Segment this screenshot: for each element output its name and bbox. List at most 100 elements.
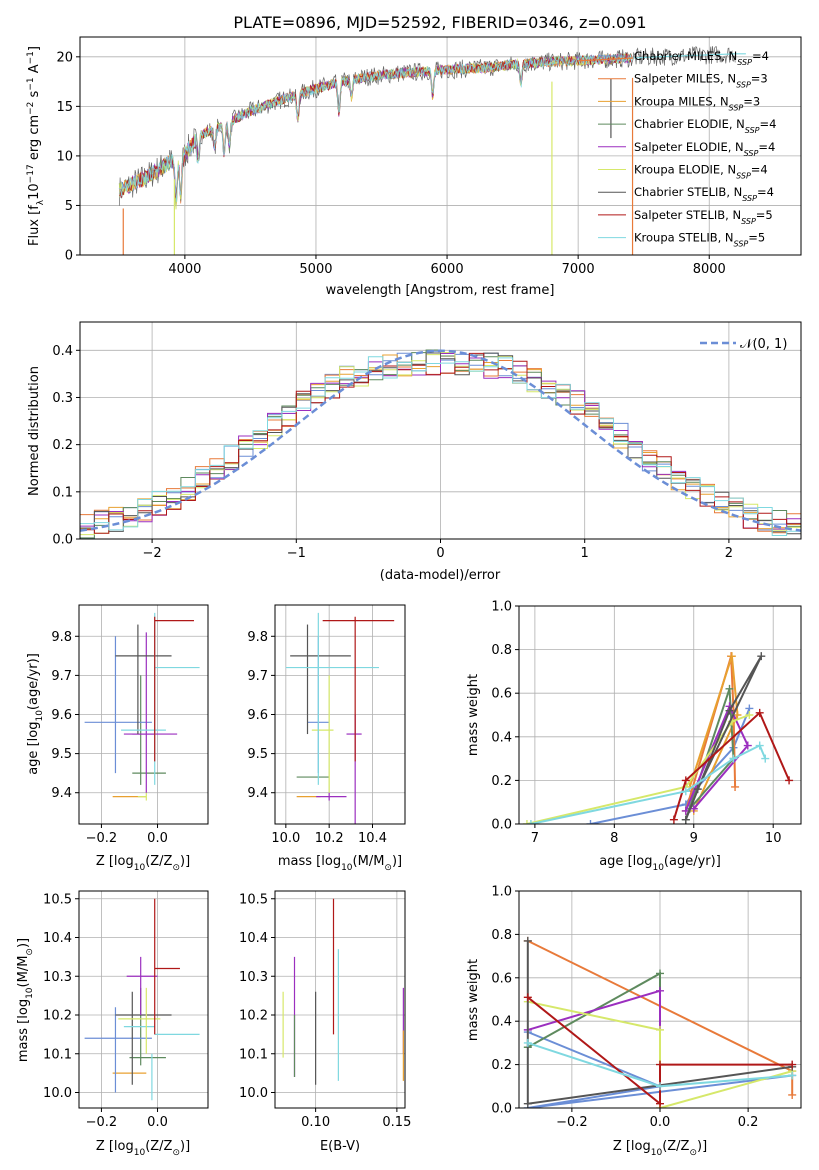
legend-label: Kroupa STELIB, N (634, 231, 734, 245)
mass-ebv-xlabel: E(B-V) (320, 1139, 360, 1154)
weight-marker (788, 1060, 797, 1069)
y-tick-label: 10.4 (239, 931, 268, 946)
y-tick-label: 0.3 (52, 391, 73, 406)
normal-reference-curve (80, 349, 801, 532)
y-tick-label: 0.0 (491, 1102, 512, 1117)
spectrum-frame (79, 36, 802, 256)
y-tick-label: 10.3 (43, 970, 72, 985)
y-tick-label: 20 (56, 50, 73, 65)
legend-subscript: SSP (736, 80, 751, 89)
weight-marker (681, 787, 690, 796)
y-tick-label: 9.8 (247, 630, 268, 645)
weight-marker (656, 1082, 664, 1091)
spectrum-ylabel-part: −1 (26, 77, 36, 90)
mass-z-xlabel: Z [log10(Z/Z⊙)] (96, 1139, 190, 1158)
x-tick-label: 10 (765, 831, 782, 846)
mass-z-xlabel-part: )] (180, 1139, 190, 1154)
mass-z-ylabel-part: ⊙ (25, 948, 35, 956)
x-tick-label: 7 (531, 831, 539, 846)
x-tick-label: −1 (287, 546, 306, 561)
age-mass-xlabel-part: )] (392, 854, 402, 869)
legend-subscript: SSP (745, 126, 760, 135)
weight-marker (755, 708, 764, 717)
weight-series (527, 971, 661, 1087)
legend-subscript: SSP (734, 239, 749, 248)
x-tick-label: 10.0 (271, 831, 300, 846)
weight-marker (523, 1099, 532, 1108)
x-tick-label: 0.0 (147, 831, 168, 846)
y-tick-label: 0.0 (491, 818, 512, 833)
y-tick-label: 9.8 (51, 630, 72, 645)
age-vs-mass-points (285, 612, 395, 824)
weight-marker (785, 776, 794, 785)
y-tick-label: 1.0 (491, 600, 512, 615)
age-z-xlabel-part: Z [log (96, 854, 134, 869)
mass-vs-EBV-frame (274, 890, 406, 1109)
y-tick-label: 9.6 (51, 708, 72, 723)
y-tick-label: 0.8 (491, 643, 512, 658)
mass-z-xlabel-part: 10 (134, 1148, 146, 1158)
weight-marker (522, 820, 531, 824)
weight-z-xlabel-part: (Z/Z (662, 1139, 689, 1154)
model-curve (633, 53, 746, 59)
x-tick-label: 5000 (299, 262, 332, 277)
weight-marker (731, 782, 740, 791)
legend-count: =3 (743, 94, 760, 108)
weight-marker (745, 711, 754, 719)
weight-marker (523, 993, 532, 1002)
legend-entry: Salpeter STELIB, NSSP=5 (634, 208, 773, 226)
age-z-xlabel-part: (Z/Z (145, 854, 172, 869)
y-tick-label: 0.1 (52, 485, 73, 500)
y-tick-label: 9.5 (51, 747, 72, 762)
weight-z-xlabel-part: 10 (651, 1148, 663, 1158)
spectrum-ylabel-part: s (27, 90, 42, 101)
spectrum-ylabel: Flux [fλ10−17 erg cm−2 s−1 A−1] (26, 46, 46, 246)
x-tick-label: 0.15 (382, 1115, 411, 1130)
weight-series (684, 703, 749, 812)
y-tick-label: 10.0 (43, 1086, 72, 1101)
y-tick-label: 0.4 (52, 344, 73, 359)
y-tick-label: 0.4 (491, 730, 512, 745)
residual-histogram (80, 352, 801, 539)
age-z-xlabel-part: )] (180, 854, 190, 869)
weight-marker (526, 820, 535, 824)
weight-marker (656, 1099, 664, 1108)
y-tick-label: 9.4 (247, 786, 268, 801)
y-tick-label: 0.2 (491, 1058, 512, 1073)
x-tick-label: 10.2 (315, 831, 344, 846)
mass-vs-Z-points (84, 898, 200, 1101)
mass-z-ylabel-part: 10 (25, 987, 35, 999)
weight-series (684, 655, 737, 812)
age-vs-Z-points (84, 612, 200, 801)
y-tick-label: 0.2 (52, 438, 73, 453)
y-tick-label: 10.1 (43, 1047, 72, 1062)
spectrum-ylabel-part: −2 (26, 102, 36, 115)
residual-histograms (80, 349, 801, 539)
age-z-xlabel: Z [log10(Z/Z⊙)] (96, 854, 190, 873)
mass-z-xlabel-part: (Z/Z (145, 1139, 172, 1154)
spectrum-ylabel-part: λ (36, 199, 46, 205)
spectrum-ylabel-part: A (27, 64, 42, 77)
weight-marker (656, 1060, 664, 1069)
mass-weight-vs-Z-lines (523, 936, 797, 1108)
weight-marker (788, 1090, 797, 1099)
spectrum-lines (118, 46, 746, 255)
legend-count: =5 (756, 208, 773, 222)
legend-entry: Chabrier ELODIE, NSSP=4 (634, 117, 776, 135)
spectrum-ylabel-part: Flux [f (27, 205, 42, 246)
spectrum-ylabel-part: ] (27, 46, 42, 51)
weight-age-xlabel-part: (age/yr)] (664, 854, 721, 869)
mass-weight-vs-age-frame (518, 605, 802, 825)
legend-label: Chabrier STELIB, N (634, 185, 742, 199)
age-mass-xlabel-part: ⊙ (384, 863, 392, 873)
age-vs-Z-axes (79, 605, 208, 824)
y-tick-label: 10.3 (239, 970, 268, 985)
y-tick-label: 0 (65, 249, 73, 264)
x-tick-label: 7000 (562, 262, 595, 277)
x-tick-label: 9 (690, 831, 698, 846)
y-tick-label: 5 (65, 199, 73, 214)
residuals-ylabel: Normed distribution (27, 366, 42, 496)
y-tick-label: 9.6 (247, 708, 268, 723)
x-tick-label: 10.4 (358, 831, 387, 846)
